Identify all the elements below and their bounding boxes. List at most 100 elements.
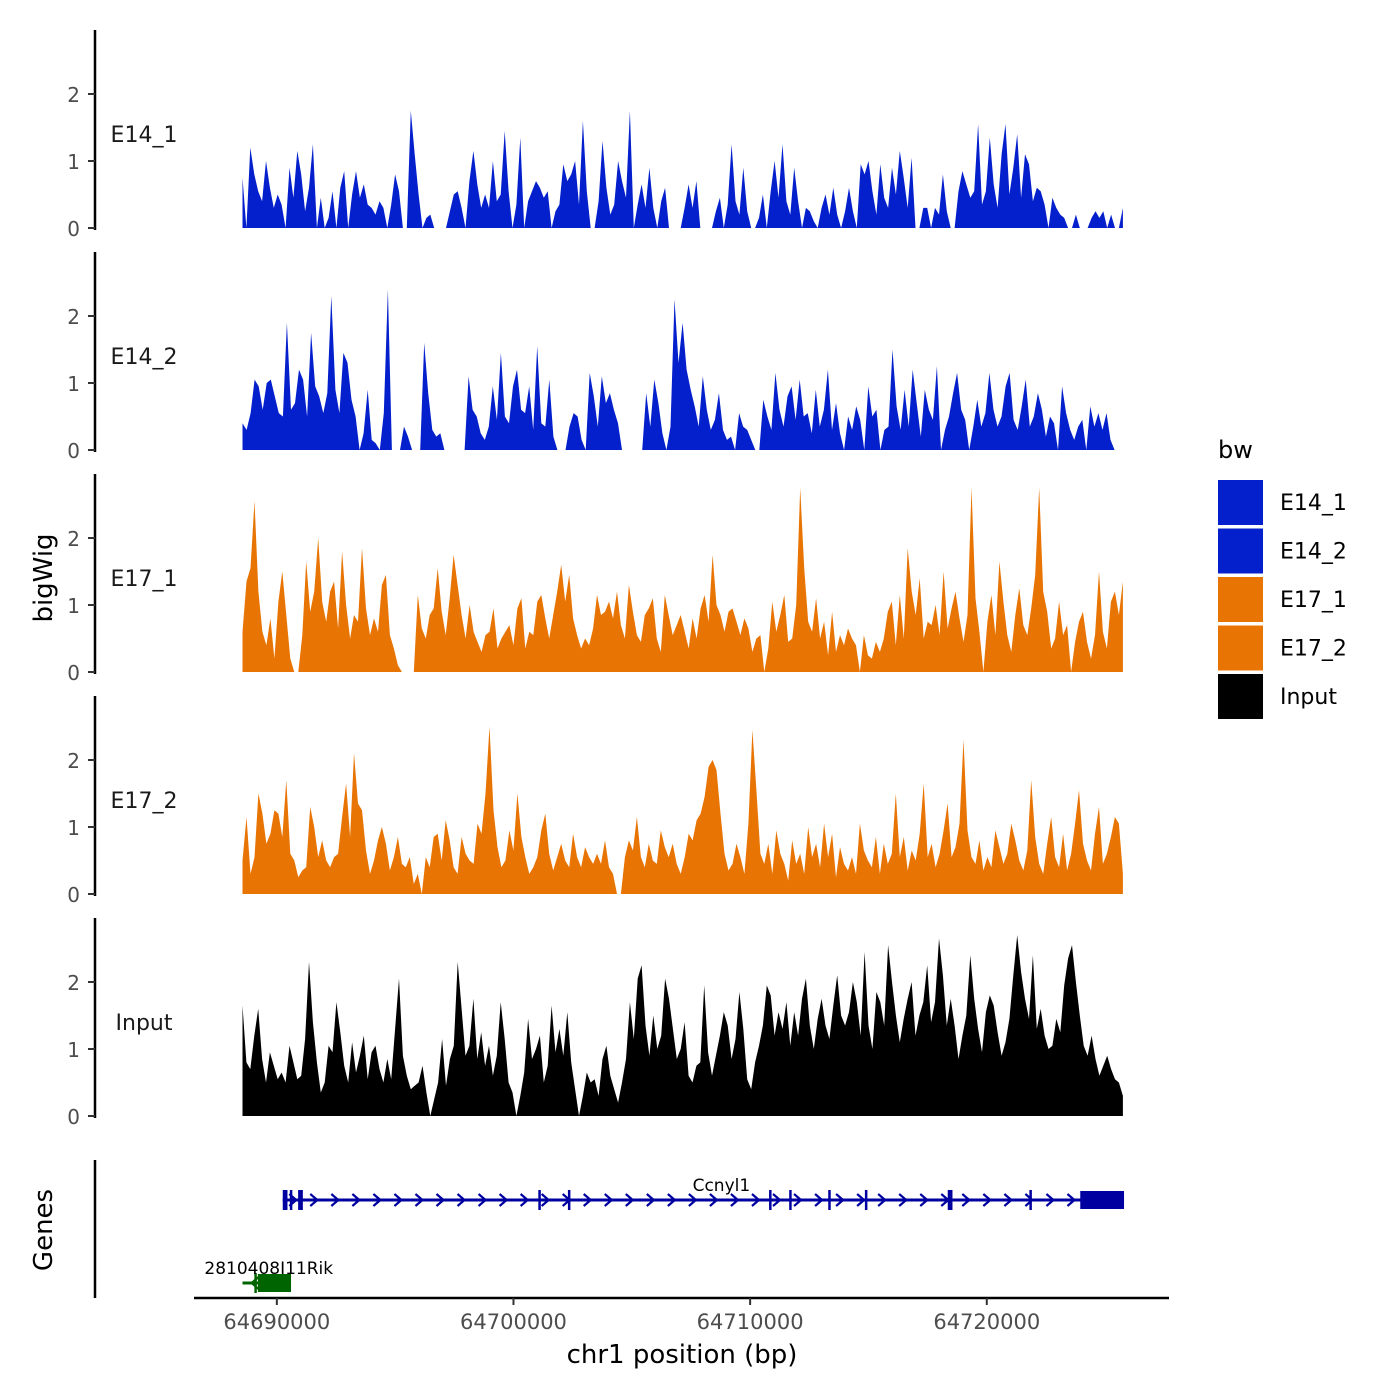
y-tick-label: 1 <box>67 594 80 618</box>
y-tick-label: 0 <box>67 661 80 685</box>
track-label: E17_1 <box>111 567 178 592</box>
strand-arrow <box>540 1193 551 1207</box>
track-Input: 0 1 2 Input <box>67 918 1123 1129</box>
y-tick-label: 2 <box>67 971 80 995</box>
legend: bw E14_1 E14_2 E17_1 E17_2 Input <box>1218 436 1347 719</box>
strand-arrow <box>982 1193 993 1207</box>
strand-arrow <box>1045 1193 1056 1207</box>
y-tick-label: 1 <box>67 150 80 174</box>
strand-arrow <box>877 1193 887 1207</box>
exon <box>828 1190 831 1210</box>
legend-swatch <box>1218 674 1263 719</box>
legend-label: E14_2 <box>1280 540 1347 565</box>
strand-arrow <box>582 1193 593 1207</box>
exon <box>1029 1190 1032 1210</box>
x-tick-label: 64690000 <box>223 1310 330 1334</box>
strand-arrow <box>646 1193 656 1207</box>
y-tick-label: 0 <box>67 217 80 241</box>
y-tick-label: 2 <box>67 305 80 329</box>
strand-arrow <box>393 1193 404 1207</box>
track-E14_2: 0 1 2 E14_2 <box>67 252 1115 463</box>
track-label: E14_2 <box>111 345 178 370</box>
exon <box>538 1190 541 1210</box>
strand-arrow <box>1024 1193 1035 1207</box>
coverage-area-E17_2 <box>242 726 1123 894</box>
y-tick-label: 0 <box>67 1105 80 1129</box>
track-label: E14_1 <box>111 123 178 148</box>
y-tick-label: 2 <box>67 749 80 773</box>
legend-swatch <box>1218 577 1263 622</box>
legend-label: E14_1 <box>1280 491 1347 516</box>
x-tick-label: 64710000 <box>697 1310 804 1334</box>
exon <box>789 1190 792 1210</box>
strand-arrow <box>1066 1193 1077 1207</box>
exon <box>257 1274 292 1292</box>
exon <box>567 1190 571 1210</box>
track-E17_2: 0 1 2 E17_2 <box>67 696 1123 907</box>
track-label: Input <box>116 1011 173 1036</box>
y-tick-label: 0 <box>67 439 80 463</box>
x-tick-label: 64720000 <box>933 1310 1040 1334</box>
strand-arrow <box>625 1193 635 1207</box>
track-E14_1: 0 1 2 E14_1 <box>67 30 1123 241</box>
y-tick-label: 2 <box>67 527 80 551</box>
strand-arrow <box>961 1193 971 1207</box>
strand-arrow <box>772 1193 782 1207</box>
track-E17_1: 0 1 2 E17_1 <box>67 474 1123 685</box>
strand-arrow <box>1003 1193 1014 1207</box>
strand-arrow <box>309 1193 319 1207</box>
strand-arrow <box>435 1193 446 1207</box>
coverage-area-E14_1 <box>242 110 1123 228</box>
coverage-area-E17_1 <box>242 487 1123 672</box>
y-tick-label: 1 <box>67 372 80 396</box>
y-tick-label: 1 <box>67 1038 80 1062</box>
gene-label: Ccnyl1 <box>693 1176 751 1196</box>
strand-arrow <box>835 1193 845 1207</box>
strand-arrow <box>519 1193 530 1207</box>
exon <box>769 1190 772 1210</box>
strand-arrow <box>898 1193 908 1207</box>
exon <box>1080 1191 1125 1209</box>
strand-arrow <box>414 1193 425 1207</box>
strand-arrow <box>814 1193 824 1207</box>
strand-arrow <box>498 1193 509 1207</box>
exon <box>254 1273 257 1293</box>
gene-Ccnyl1: Ccnyl1 <box>282 1176 1125 1210</box>
exon <box>864 1190 868 1210</box>
legend-swatch <box>1218 480 1263 525</box>
exon <box>298 1190 303 1210</box>
legend-label: E17_1 <box>1280 588 1347 613</box>
x-tick-label: 64700000 <box>460 1310 567 1334</box>
x-axis: 64690000 64700000 64710000 64720000 <box>194 1296 1169 1334</box>
x-axis-title: chr1 position (bp) <box>567 1340 798 1370</box>
strand-arrow <box>751 1193 761 1207</box>
strand-arrow <box>351 1193 362 1207</box>
strand-arrow <box>330 1193 341 1207</box>
strand-arrow <box>372 1193 383 1207</box>
legend-swatch <box>1218 528 1263 574</box>
gene-2810408I11Rik: 2810408I11Rik <box>204 1259 333 1293</box>
y-axis-title: bigWig <box>29 533 59 622</box>
strand-arrow <box>856 1193 866 1207</box>
strand-arrow <box>793 1193 803 1207</box>
legend-label: E17_2 <box>1280 637 1347 662</box>
legend-title: bw <box>1218 436 1253 464</box>
y-tick-label: 1 <box>67 816 80 840</box>
exon <box>947 1190 953 1210</box>
strand-arrow <box>477 1193 488 1207</box>
coverage-area-E14_2 <box>242 289 1115 450</box>
coverage-area-Input <box>242 935 1123 1116</box>
exon <box>282 1190 288 1210</box>
track-label: E17_2 <box>111 789 178 814</box>
y-tick-label: 0 <box>67 883 80 907</box>
strand-arrow <box>709 1193 719 1207</box>
genes-panel: Ccnyl1 2810408I11Rik <box>93 1160 1125 1298</box>
strand-arrow <box>919 1193 929 1207</box>
strand-arrow <box>604 1193 614 1207</box>
exon <box>289 1190 293 1210</box>
strand-arrow <box>456 1193 467 1207</box>
strand-arrow <box>688 1193 698 1207</box>
y-tick-label: 2 <box>67 83 80 107</box>
track-panels: 0 1 2 E14_1 0 1 2 E14_2 0 1 2 E17_1 0 1 2 E17_2 0 1 2 Input <box>67 30 1123 1129</box>
